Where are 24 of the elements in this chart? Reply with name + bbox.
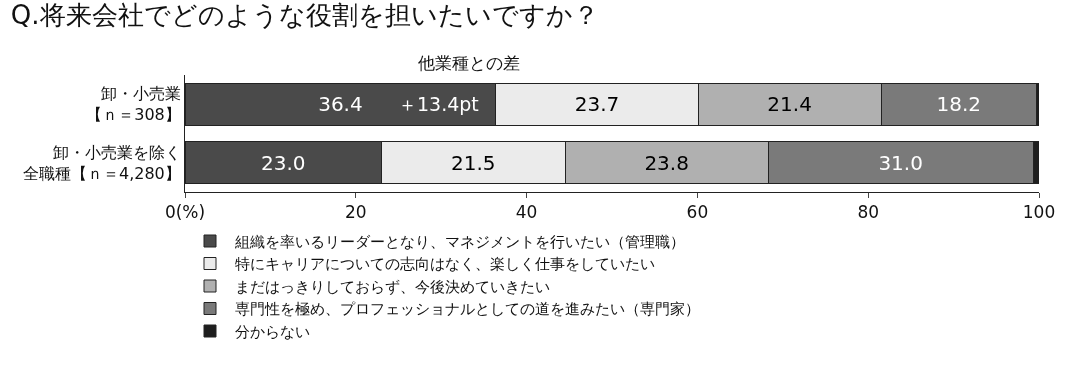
x-tick-label: 80	[857, 202, 880, 223]
data-label: 23.7	[574, 92, 620, 117]
text: 他業種との差	[418, 53, 520, 73]
legend-label: 専門性を極め、プロフェッショナルとしての道を進みたい（専門家）	[235, 300, 700, 319]
annotation: ＋13.4pt	[398, 93, 479, 115]
legend-label: 特にキャリアについての志向はなく、楽しく仕事をしていたい	[235, 255, 655, 274]
data-label: 31.0	[878, 150, 923, 175]
x-tick-label: 40	[515, 202, 538, 223]
data-label: 21.5	[450, 150, 496, 175]
y-tick-label: 卸・小売業【ｎ＝308】	[86, 84, 181, 125]
legend-label: 組織を率いるリーダーとなり、マネジメントを行いたい（管理職）	[234, 232, 685, 251]
x-tick-label: 60	[686, 202, 709, 223]
x-tick-label: 0(%)	[164, 202, 206, 223]
data-label: 23.8	[644, 150, 689, 175]
data-label: 36.4	[318, 92, 363, 117]
x-tick-label: 100	[1022, 202, 1056, 223]
legend-label: 分からない	[235, 322, 310, 341]
legend-label: まだはっきりしておらず、今後決めていきたい	[235, 277, 550, 296]
chart-title: Q.将来会社でどのような役割を担いたいですか？	[10, 0, 599, 30]
data-label: 21.4	[767, 92, 812, 117]
data-label: 23.0	[260, 150, 306, 175]
data-label: 18.2	[936, 92, 981, 117]
x-tick-label: 20	[344, 202, 367, 223]
y-tick-label: 卸・小売業を除く全職種【ｎ＝4,280】	[22, 142, 181, 183]
